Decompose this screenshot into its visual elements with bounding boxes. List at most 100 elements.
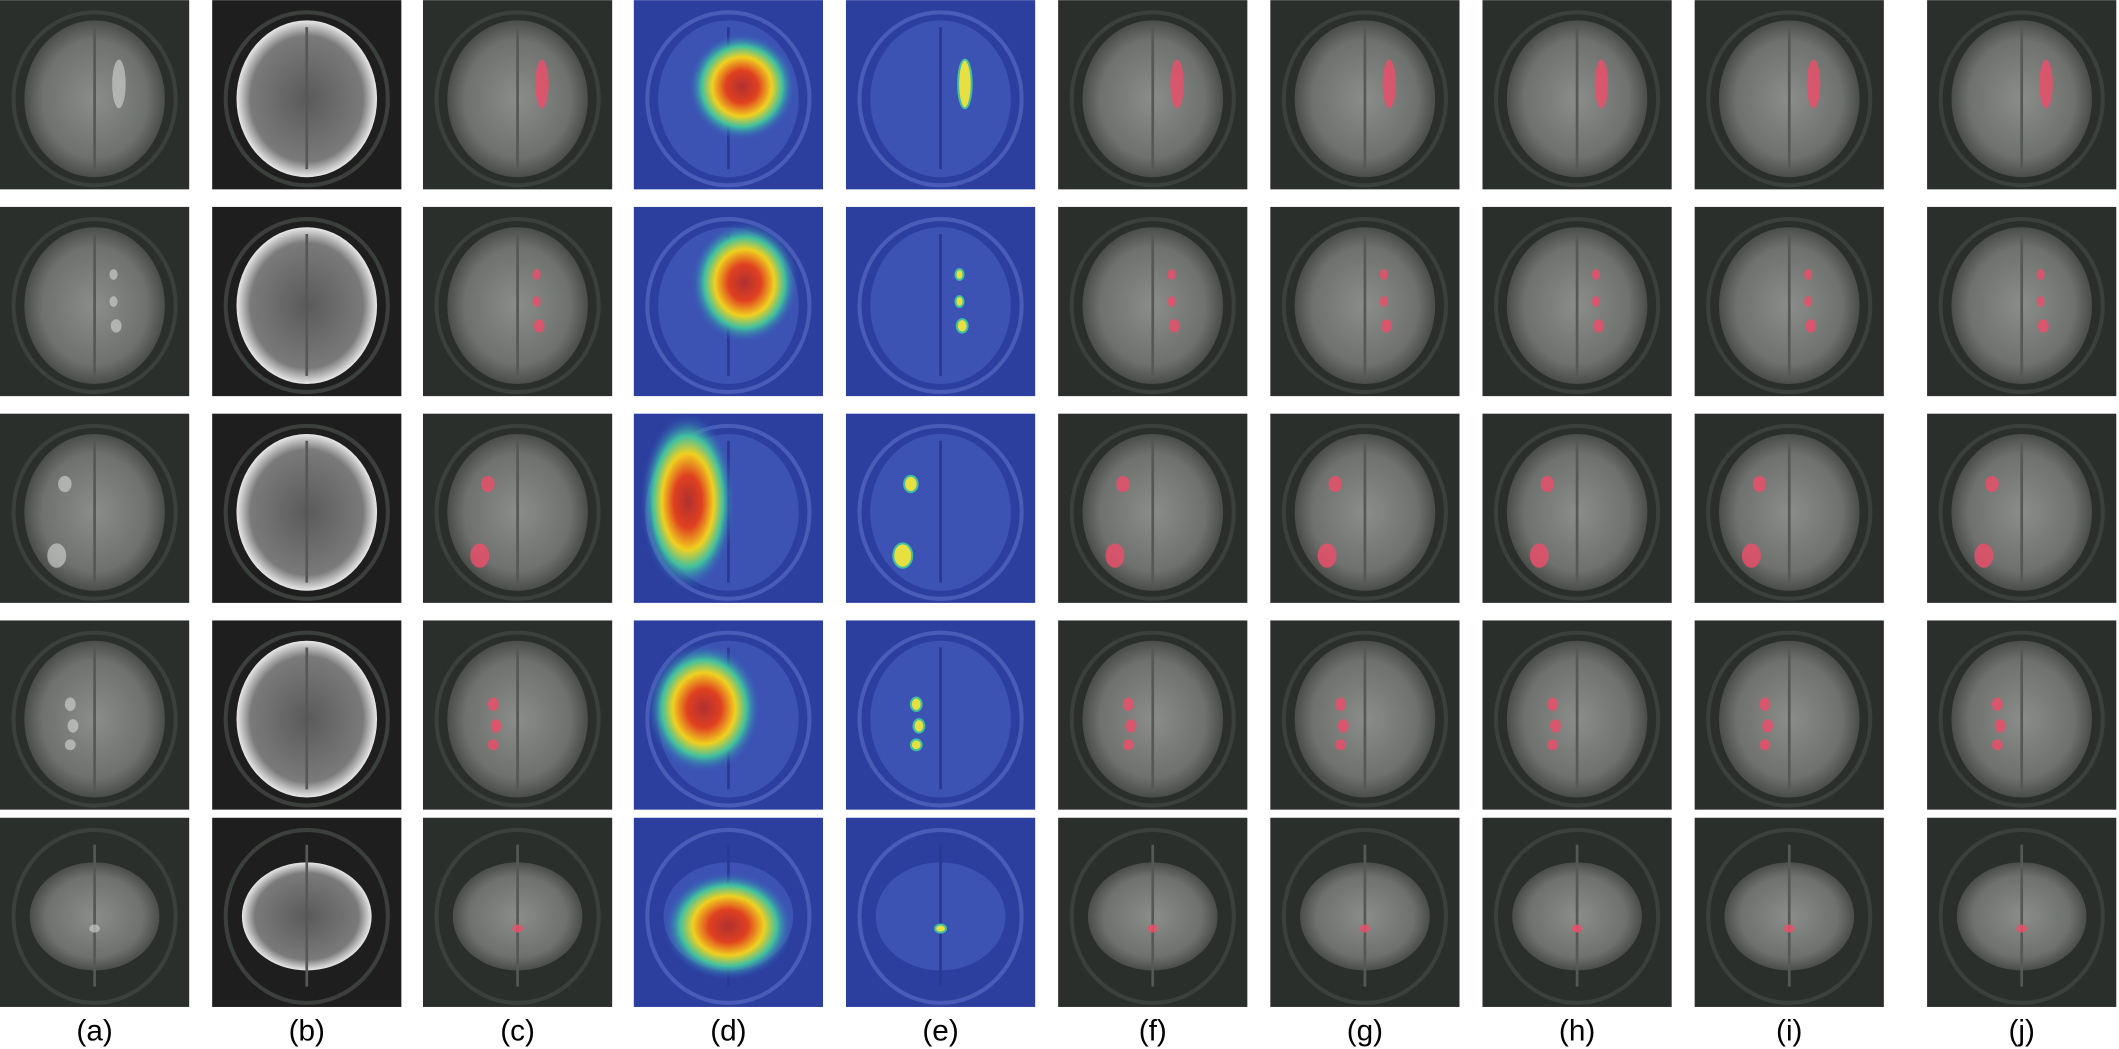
brain-outline — [11, 827, 178, 1005]
brain-outline — [857, 423, 1024, 601]
attention-spot — [912, 718, 926, 734]
mri-tile — [0, 817, 190, 1007]
brain-outline — [223, 423, 390, 601]
lesion-mask — [1804, 296, 1813, 307]
brain-outline — [1281, 423, 1449, 601]
mri-tile — [1482, 206, 1672, 397]
lesion-mask — [487, 697, 499, 711]
heatmap — [690, 221, 799, 344]
lesion-mask — [2037, 319, 2049, 333]
brain-outline — [11, 630, 178, 808]
mri-tile — [422, 817, 613, 1007]
mri-tile — [633, 413, 824, 603]
attention-spot — [957, 58, 973, 110]
mri-tile — [0, 620, 190, 810]
mri-tile — [633, 620, 824, 810]
brain-outline — [11, 423, 178, 601]
lesion-mask — [1759, 739, 1771, 751]
column-label: (c) — [500, 1014, 535, 1047]
heatmap — [640, 413, 736, 590]
lesion-mask — [1752, 475, 1767, 493]
lesion-mask — [1123, 739, 1134, 751]
brain-outline — [645, 217, 812, 395]
mri-tile — [0, 413, 190, 603]
brain-outline — [857, 827, 1024, 1005]
mri-tile — [1927, 817, 2117, 1007]
brain-outline — [1938, 217, 2105, 395]
mri-tile — [1694, 413, 1884, 603]
brain-outline — [645, 10, 812, 188]
column-label: (g) — [1347, 1014, 1383, 1047]
brain-outline — [1706, 10, 1873, 188]
lesion-mask — [2039, 59, 2053, 109]
lesion-mask — [1805, 319, 1817, 333]
brain-outline — [434, 630, 601, 808]
brain-outline — [1938, 630, 2105, 808]
brain-outline — [1069, 423, 1236, 601]
lesion-mask — [1594, 59, 1609, 109]
lesion-mask — [1591, 296, 1601, 307]
lesion-mask — [1147, 924, 1159, 933]
mri-tile — [422, 620, 613, 810]
brain-outline — [1069, 630, 1236, 808]
lesion-mask — [1547, 739, 1559, 751]
column-label: (e) — [922, 1014, 958, 1047]
mri-tile — [1270, 0, 1460, 190]
column-label: (d) — [710, 1014, 746, 1047]
mri-tile — [212, 817, 402, 1007]
lesion-mask — [1317, 543, 1337, 568]
mri-tile — [1927, 206, 2117, 397]
lesion-mask — [1116, 475, 1130, 493]
brain-outline — [1706, 423, 1873, 601]
mri-tile — [0, 206, 190, 397]
column-label: (i) — [1776, 1014, 1802, 1047]
lesion-mask — [1125, 719, 1137, 733]
lesion-mask — [481, 475, 495, 493]
lesion-mask — [470, 543, 490, 568]
lesion-mask — [1123, 697, 1134, 711]
brain-outline — [223, 10, 390, 188]
attention-spot — [909, 696, 923, 713]
brain-outline — [1938, 827, 2105, 1005]
mri-tile — [1927, 620, 2117, 810]
lesion-mask — [1167, 269, 1176, 280]
mri-tile — [845, 620, 1036, 810]
brain-outline — [434, 827, 601, 1005]
hyperintensity — [47, 543, 67, 568]
lesion-mask — [487, 739, 499, 751]
lesion-mask — [2036, 269, 2045, 280]
lesion-mask — [1547, 697, 1559, 711]
attention-spot — [934, 923, 947, 934]
lesion-mask — [533, 319, 545, 333]
hyperintensity — [109, 269, 118, 280]
mri-tile — [212, 620, 402, 810]
lesion-mask — [1170, 59, 1184, 109]
mri-tile — [633, 206, 824, 397]
mri-tile — [1270, 817, 1460, 1007]
brain-outline — [1281, 630, 1449, 808]
lesion-mask — [2016, 924, 2028, 933]
brain-outline — [1706, 217, 1873, 395]
column-label: (a) — [76, 1014, 112, 1047]
lesion-mask — [1804, 269, 1813, 280]
lesion-mask — [1550, 719, 1561, 733]
brain-outline — [434, 423, 601, 601]
mri-tile — [1270, 620, 1460, 810]
hyperintensity — [64, 697, 76, 711]
column-label: (f) — [1139, 1014, 1167, 1047]
brain-outline — [1706, 827, 1873, 1005]
lesion-mask — [1168, 319, 1180, 333]
lesion-mask — [1762, 719, 1774, 733]
lesion-mask — [1741, 543, 1761, 568]
hyperintensity — [64, 739, 76, 751]
hyperintensity — [89, 924, 101, 933]
brain-outline — [223, 827, 390, 1005]
mri-tile — [633, 817, 824, 1007]
hyperintensity — [109, 296, 118, 307]
brain-outline — [857, 217, 1024, 395]
mri-tile — [1482, 620, 1672, 810]
brain-outline — [1706, 630, 1873, 808]
column-label: (j) — [2008, 1014, 2034, 1047]
